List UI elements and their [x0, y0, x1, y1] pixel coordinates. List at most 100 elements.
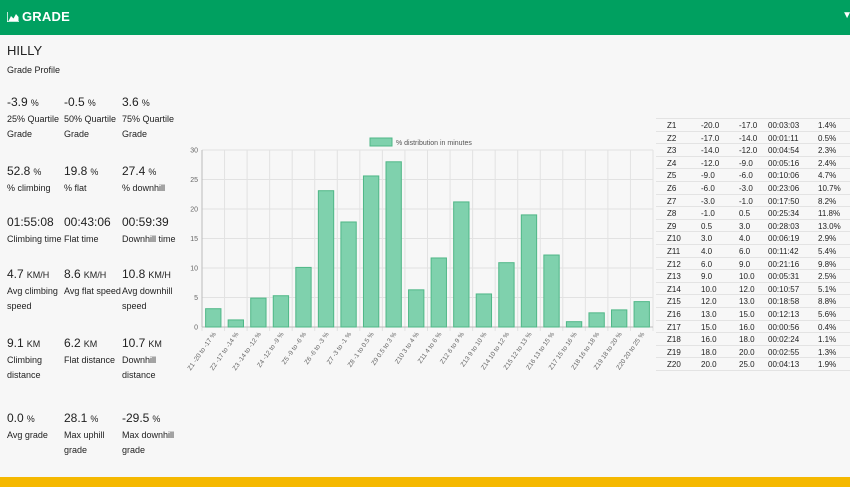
zone-row: Z8 -1.0 0.5 00:25:34 11.8% — [656, 207, 850, 220]
stat-number: 28.1 — [64, 411, 88, 425]
zone-cell-pct: 5.1% — [818, 284, 837, 294]
zone-cell-pct: 2.5% — [818, 272, 837, 282]
chart-bar — [340, 221, 357, 328]
zone-cell-time: 00:10:57 — [768, 284, 800, 294]
header-bar: GRADE ▼ — [0, 0, 850, 35]
zone-row: Z19 18.0 20.0 00:02:55 1.3% — [656, 346, 850, 359]
zone-cell-to: 3.0 — [739, 221, 751, 231]
zone-cell-to: 13.0 — [739, 297, 755, 307]
zone-row: Z10 3.0 4.0 00:06:19 2.9% — [656, 232, 850, 245]
zone-cell-to: -1.0 — [739, 196, 753, 206]
legend-label: % distribution in minutes — [396, 140, 472, 147]
zone-cell-pct: 1.9% — [818, 360, 837, 370]
stat-value: 3.6% — [122, 95, 180, 109]
zone-cell-pct: 8.8% — [818, 297, 837, 307]
chart-bar — [543, 254, 560, 328]
zone-cell-from: -3.0 — [701, 196, 715, 206]
stat-unit: KM/H — [148, 270, 171, 280]
stat-value: 00:43:06 — [64, 215, 122, 229]
stat-value: 10.7 KM — [122, 336, 180, 350]
zone-cell-time: 00:04:13 — [768, 360, 800, 370]
stat-label: Downhill distance — [122, 355, 157, 380]
zone-cell-zone: Z16 — [667, 309, 681, 319]
stat-value: 8.6 KM/H — [64, 267, 122, 281]
zone-cell-to: -6.0 — [739, 171, 753, 181]
zone-cell-pct: 2.3% — [818, 146, 837, 156]
zone-cell-from: 12.0 — [701, 297, 717, 307]
stat-number: 19.8 — [64, 164, 88, 178]
y-tick-label: 0 — [194, 325, 198, 332]
zone-cell-to: 4.0 — [739, 234, 751, 244]
zone-cell-pct: 1.3% — [818, 347, 837, 357]
stat-item: -29.5% Max downhill grade — [122, 411, 180, 458]
stat-item: 00:43:06 Flat time — [64, 215, 122, 247]
zone-cell-zone: Z12 — [667, 259, 681, 269]
stat-value: -3.9% — [7, 95, 65, 109]
zone-cell-zone: Z14 — [667, 284, 681, 294]
stat-value: 6.2 KM — [64, 336, 122, 350]
zone-cell-from: -12.0 — [701, 158, 720, 168]
stat-unit: % — [90, 167, 99, 177]
stat-value: 52.8% — [7, 164, 65, 178]
zone-row: Z1 -20.0 -17.0 00:03:03 1.4% — [656, 119, 850, 132]
zone-row: Z2 -17.0 -14.0 00:01:11 0.5% — [656, 132, 850, 145]
stat-number: 52.8 — [7, 164, 31, 178]
stat-label: % downhill — [122, 183, 166, 193]
stat-number: 27.4 — [122, 164, 146, 178]
zone-row: Z15 12.0 13.0 00:18:58 8.8% — [656, 295, 850, 308]
zone-cell-zone: Z11 — [667, 246, 681, 256]
zone-cell-from: 18.0 — [701, 347, 717, 357]
stat-number: 01:55:08 — [7, 215, 54, 229]
stat-label: Climbing time — [7, 234, 62, 244]
chart-bar — [611, 309, 628, 328]
collapse-caret-icon[interactable]: ▼ — [842, 10, 850, 21]
stat-label: Flat time — [64, 234, 99, 244]
stat-number: 9.1 — [7, 336, 24, 350]
stat-unit: % — [33, 167, 42, 177]
stat-unit: % — [30, 98, 39, 108]
stat-number: 0.0 — [7, 411, 24, 425]
stat-item: -0.5% 50% Quartile Grade — [64, 95, 122, 142]
stat-label: Avg flat speed — [64, 286, 121, 296]
stat-item: 01:55:08 Climbing time — [7, 215, 65, 247]
zone-cell-zone: Z13 — [667, 272, 681, 282]
zone-row: Z20 20.0 25.0 00:04:13 1.9% — [656, 358, 850, 371]
zone-cell-pct: 4.7% — [818, 171, 837, 181]
zone-cell-from: -14.0 — [701, 146, 720, 156]
stat-number: 4.7 — [7, 267, 24, 281]
y-tick-label: 30 — [190, 148, 198, 155]
zone-cell-to: 0.5 — [739, 209, 751, 219]
zone-cell-pct: 11.8% — [818, 209, 841, 219]
zone-cell-from: -6.0 — [701, 183, 715, 193]
stat-number: -29.5 — [122, 411, 150, 425]
zone-cell-from: 15.0 — [701, 322, 717, 332]
chart-bar — [520, 214, 538, 328]
zone-cell-from: 9.0 — [701, 272, 713, 282]
zone-row: Z3 -14.0 -12.0 00:04:54 2.3% — [656, 144, 850, 157]
chart-bar — [385, 161, 402, 328]
zone-cell-zone: Z10 — [667, 234, 681, 244]
zone-cell-zone: Z19 — [667, 347, 681, 357]
panel-title: GRADE — [6, 9, 70, 24]
zone-cell-zone: Z8 — [667, 209, 677, 219]
grade-distribution-chart: % distribution in minutes051015202530Z1 … — [186, 137, 654, 372]
stat-unit: KM/H — [26, 270, 50, 280]
stat-unit: KM — [148, 339, 162, 349]
area-chart-icon — [6, 12, 19, 23]
zone-cell-zone: Z9 — [667, 221, 677, 231]
stat-number: -3.9 — [7, 95, 28, 109]
stat-item: 4.7 KM/H Avg climbing speed — [7, 267, 65, 314]
chart-bar — [317, 190, 335, 328]
stat-label: Climbing distance — [7, 355, 43, 380]
zone-cell-to: -17.0 — [739, 121, 758, 130]
zone-cell-time: 00:06:19 — [768, 234, 800, 244]
zone-cell-time: 00:01:11 — [768, 133, 799, 143]
zone-cell-time: 00:03:03 — [768, 121, 800, 130]
stat-value: -29.5% — [122, 411, 180, 425]
chart-bar — [408, 289, 425, 328]
zone-cell-time: 00:02:55 — [768, 347, 800, 357]
zone-row: Z17 15.0 16.0 00:00:56 0.4% — [656, 321, 850, 334]
stat-value: 9.1 KM — [7, 336, 65, 350]
chart-bar — [362, 175, 380, 328]
stat-label: % climbing — [7, 183, 51, 193]
